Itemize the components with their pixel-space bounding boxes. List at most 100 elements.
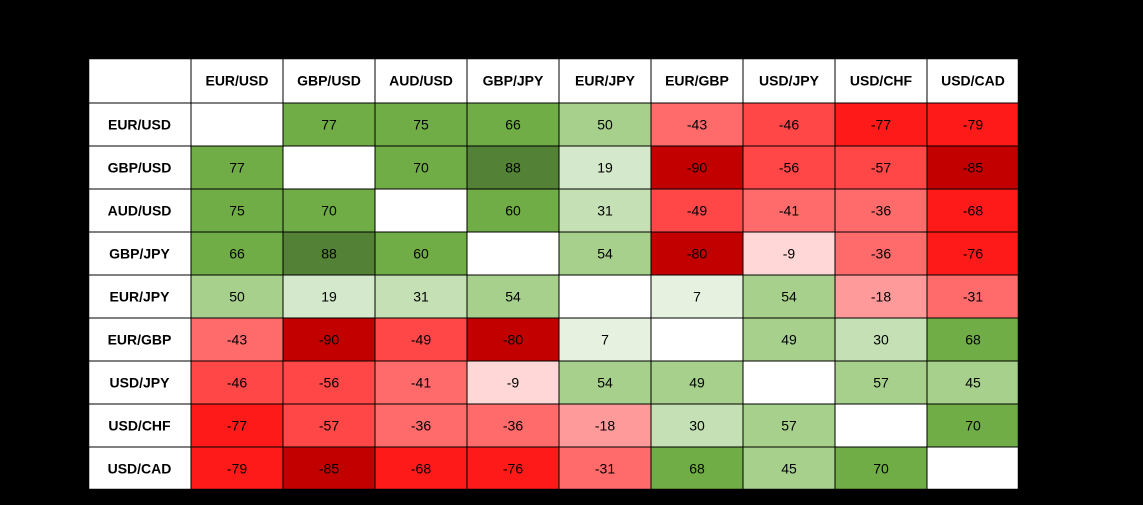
cell-value-label: 88 bbox=[505, 160, 521, 176]
heatmap-cell bbox=[834, 102, 928, 147]
heatmap-cell bbox=[190, 231, 284, 276]
heatmap-cell bbox=[282, 231, 376, 276]
cell-value-label: -76 bbox=[963, 246, 983, 262]
heatmap-cell-empty bbox=[926, 446, 1019, 490]
column-header-label: USD/JPY bbox=[759, 73, 820, 89]
heatmap-cell bbox=[466, 145, 560, 190]
heatmap-cell bbox=[742, 317, 836, 362]
row-header-cell bbox=[88, 446, 192, 490]
heatmap-cell bbox=[374, 317, 468, 362]
column-header-label: AUD/USD bbox=[389, 73, 453, 89]
row-header-cell bbox=[88, 360, 192, 405]
heatmap-cell bbox=[558, 188, 652, 233]
cell-value-label: 57 bbox=[873, 375, 889, 391]
matrix-border bbox=[88, 58, 1019, 490]
heatmap-cell-empty bbox=[466, 231, 560, 276]
heatmap-cell bbox=[374, 145, 468, 190]
cell-value-label: 70 bbox=[413, 160, 429, 176]
cell-value-label: 31 bbox=[597, 203, 613, 219]
cell-value-label: -79 bbox=[227, 461, 247, 477]
cell-value-label: -36 bbox=[411, 418, 431, 434]
cell-value-label: 57 bbox=[781, 418, 797, 434]
cell-value-label: 54 bbox=[597, 246, 613, 262]
heatmap-cell-empty bbox=[742, 360, 836, 405]
row-header-label: EUR/GBP bbox=[108, 332, 172, 348]
column-header-cell bbox=[374, 58, 468, 104]
row-header-label: GBP/JPY bbox=[109, 246, 170, 262]
heatmap-cell bbox=[282, 188, 376, 233]
cell-value-label: -18 bbox=[871, 289, 891, 305]
cell-value-label: -36 bbox=[871, 246, 891, 262]
heatmap-cell bbox=[374, 403, 468, 448]
row-header-cell bbox=[88, 145, 192, 190]
heatmap-cell bbox=[742, 274, 836, 319]
correlation-heatmap: EUR/USD GBP/USD AUD/USD GBP/JPY EUR/JPY EUR/G… bbox=[88, 58, 1019, 490]
heatmap-cell bbox=[650, 145, 744, 190]
cell-value-label: 68 bbox=[965, 332, 981, 348]
cell-value-label: 45 bbox=[965, 375, 981, 391]
column-header-label: EUR/JPY bbox=[575, 73, 636, 89]
cell-value-label: -77 bbox=[227, 418, 247, 434]
cell-value-label: -76 bbox=[503, 461, 523, 477]
cell-value-label: 19 bbox=[321, 289, 337, 305]
row-header-cell bbox=[88, 403, 192, 448]
cell-value-label: 60 bbox=[505, 203, 521, 219]
heatmap-cell bbox=[834, 360, 928, 405]
cell-value-label: 75 bbox=[229, 203, 245, 219]
heatmap-cell bbox=[834, 274, 928, 319]
heatmap-cell bbox=[374, 274, 468, 319]
row-header-label: USD/JPY bbox=[110, 375, 171, 391]
column-header-cell bbox=[834, 58, 928, 104]
column-header-label: EUR/GBP bbox=[665, 73, 729, 89]
heatmap-cell bbox=[466, 102, 560, 147]
cell-value-label: 66 bbox=[229, 246, 245, 262]
heatmap-cell bbox=[926, 403, 1019, 448]
cell-value-label: -41 bbox=[779, 203, 799, 219]
cell-value-label: -56 bbox=[779, 160, 799, 176]
correlation-matrix: EUR/USD GBP/USD AUD/USD GBP/JPY EUR/JPY EUR/G… bbox=[88, 58, 1019, 490]
heatmap-cell bbox=[374, 231, 468, 276]
cell-value-label: 7 bbox=[693, 289, 701, 305]
cell-value-label: -36 bbox=[503, 418, 523, 434]
heatmap-cell bbox=[190, 317, 284, 362]
cell-value-label: 70 bbox=[965, 418, 981, 434]
column-header-cell bbox=[282, 58, 376, 104]
heatmap-cell bbox=[834, 231, 928, 276]
heatmap-cell bbox=[374, 446, 468, 490]
cell-value-label: 75 bbox=[413, 117, 429, 133]
cell-value-label: 66 bbox=[505, 117, 521, 133]
heatmap-cell bbox=[558, 145, 652, 190]
cell-value-label: -57 bbox=[319, 418, 339, 434]
heatmap-cell-empty bbox=[282, 145, 376, 190]
heatmap-cell bbox=[742, 403, 836, 448]
heatmap-cell-empty bbox=[650, 317, 744, 362]
column-header-cell bbox=[190, 58, 284, 104]
heatmap-cell bbox=[650, 403, 744, 448]
column-header-label: GBP/JPY bbox=[483, 73, 544, 89]
heatmap-cell bbox=[926, 145, 1019, 190]
cell-value-label: -43 bbox=[227, 332, 247, 348]
corner-cell bbox=[88, 58, 192, 104]
column-header-cell bbox=[466, 58, 560, 104]
heatmap-cell bbox=[190, 145, 284, 190]
heatmap-cell-empty bbox=[558, 274, 652, 319]
cell-value-label: -90 bbox=[319, 332, 339, 348]
cell-value-label: -85 bbox=[319, 461, 339, 477]
cell-value-label: 31 bbox=[413, 289, 429, 305]
cell-value-label: 50 bbox=[229, 289, 245, 305]
cell-value-label: -43 bbox=[687, 117, 707, 133]
column-header-label: GBP/USD bbox=[297, 73, 361, 89]
column-header-label: EUR/USD bbox=[205, 73, 268, 89]
heatmap-cell bbox=[926, 188, 1019, 233]
heatmap-cell bbox=[558, 360, 652, 405]
cell-value-label: 88 bbox=[321, 246, 337, 262]
row-header-label: GBP/USD bbox=[108, 160, 172, 176]
cell-value-label: -79 bbox=[963, 117, 983, 133]
cell-value-label: 50 bbox=[597, 117, 613, 133]
column-header-label: USD/CAD bbox=[941, 73, 1005, 89]
heatmap-cell bbox=[282, 360, 376, 405]
heatmap-cell bbox=[742, 446, 836, 490]
column-header-cell bbox=[926, 58, 1019, 104]
cell-value-label: 68 bbox=[689, 461, 705, 477]
cell-value-label: 30 bbox=[689, 418, 705, 434]
